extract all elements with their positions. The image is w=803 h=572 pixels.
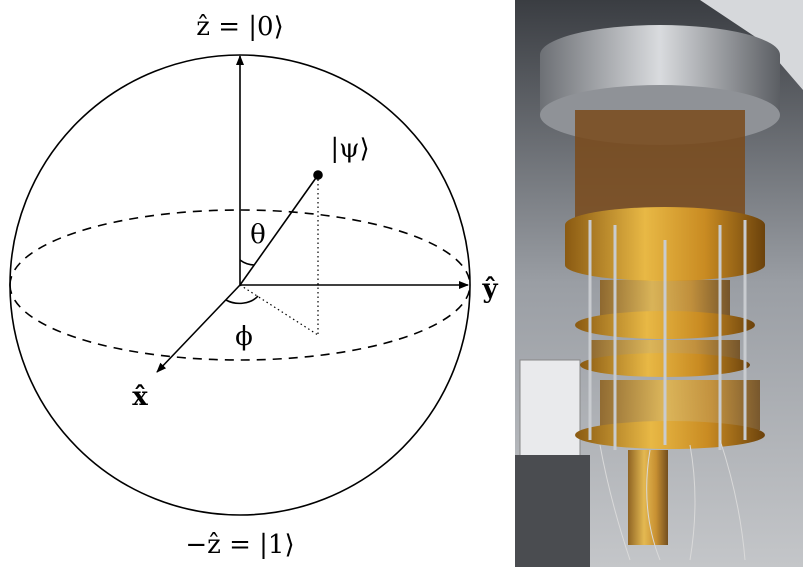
phi-label: ϕ (235, 322, 253, 352)
theta-arc (240, 260, 254, 265)
cryostat-photo (515, 0, 803, 567)
south-label: −ẑ = |1⟩ (185, 530, 294, 560)
phi-arc (226, 296, 258, 303)
x-axis-label: x̂ (132, 382, 148, 412)
state-label: |ψ⟩ (330, 134, 369, 164)
north-label: ẑ = |0⟩ (196, 12, 283, 42)
theta-label: θ (250, 220, 266, 250)
bloch-sphere (10, 55, 470, 515)
y-axis-label: ŷ (481, 274, 498, 304)
figure: ẑ = |0⟩ −ẑ = |1⟩ |ψ⟩ θ ϕ x̂ ŷ (0, 0, 803, 567)
page: ẑ = |0⟩ −ẑ = |1⟩ |ψ⟩ θ ϕ x̂ ŷ (0, 0, 803, 567)
